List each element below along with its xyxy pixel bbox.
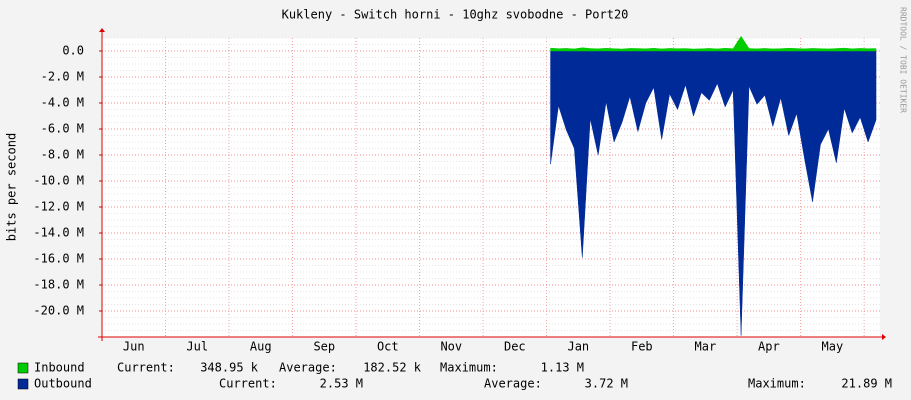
- axis-arrow: [99, 28, 105, 32]
- x-tick-label: Nov: [440, 340, 462, 354]
- axis-arrow: [882, 334, 886, 340]
- watermark: RRDTOOL / TOBI OETIKER: [899, 7, 908, 113]
- y-tick-label: -20.0 M: [33, 304, 84, 318]
- y-tick-label: -16.0 M: [33, 252, 84, 266]
- legend-stat-label: Current:: [219, 377, 277, 391]
- legend-stat-label: Average:: [484, 377, 542, 391]
- x-tick-label: Jan: [567, 340, 589, 354]
- legend-stat-value: 348.95 k: [200, 361, 259, 375]
- legend-stat-label: Average:: [279, 361, 337, 375]
- y-tick-label: -10.0 M: [33, 174, 84, 188]
- y-tick-label: -6.0 M: [41, 122, 84, 136]
- x-tick-label: Jun: [123, 340, 145, 354]
- y-tick-label: -12.0 M: [33, 200, 84, 214]
- x-tick-label: Dec: [504, 340, 526, 354]
- y-tick-label: -18.0 M: [33, 278, 84, 292]
- y-tick-label: -8.0 M: [41, 148, 84, 162]
- y-tick-label: -2.0 M: [41, 70, 84, 84]
- x-tick-label: Mar: [695, 340, 717, 354]
- area: [550, 50, 877, 336]
- legend-swatch: [17, 378, 29, 390]
- legend-stat-value: 1.13 M: [541, 361, 584, 375]
- legend-stat-value: 21.89 M: [841, 377, 892, 391]
- x-tick-label: Jul: [186, 340, 208, 354]
- legend-stat-value: 2.53 M: [320, 377, 363, 391]
- x-tick-label: Feb: [631, 340, 653, 354]
- x-tick-label: Oct: [377, 340, 399, 354]
- legend-label: Inbound: [34, 361, 85, 375]
- x-tick-label: Aug: [250, 340, 272, 354]
- x-tick-label: Apr: [758, 340, 780, 354]
- legend-stat-label: Maximum:: [748, 377, 806, 391]
- area: [550, 35, 877, 52]
- legend-label: Outbound: [34, 377, 92, 391]
- y-tick-label: -14.0 M: [33, 226, 84, 240]
- legend-stat-label: Current:: [117, 361, 175, 375]
- x-tick-label: Sep: [313, 340, 335, 354]
- x-tick-label: May: [822, 340, 844, 354]
- legend-stat-label: Maximum:: [440, 361, 498, 375]
- legend-stat-value: 3.72 M: [585, 377, 628, 391]
- legend-stat-value: 182.52 k: [363, 361, 422, 375]
- y-axis-label: bits per second: [5, 133, 19, 241]
- y-tick-label: 0.0: [62, 44, 84, 58]
- y-tick-label: -4.0 M: [41, 96, 84, 110]
- chart-title: Kukleny - Switch horni - 10ghz svobodne …: [282, 8, 629, 22]
- legend-swatch: [17, 362, 29, 374]
